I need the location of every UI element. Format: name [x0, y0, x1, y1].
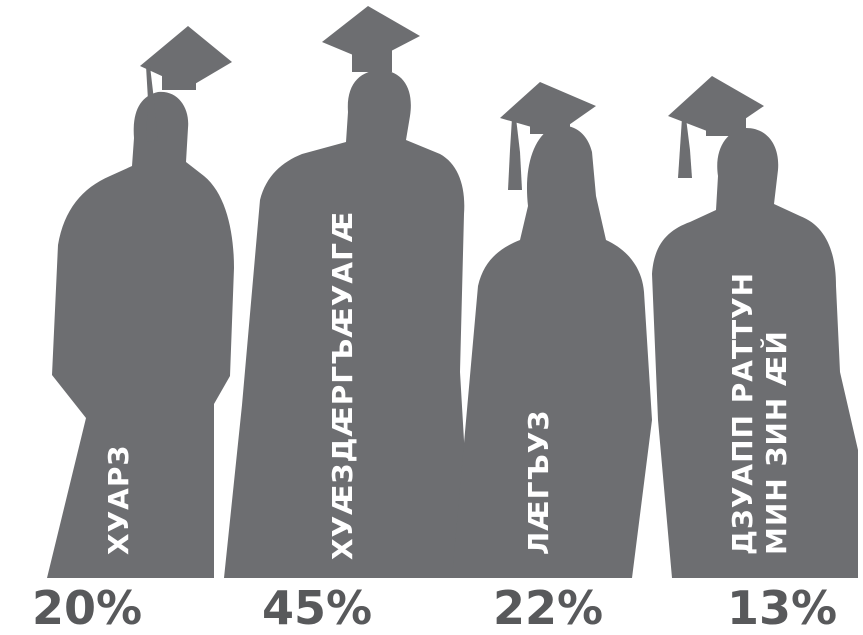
category-label-2: ХУӔЗДӔРГЪӔУАГӔ — [326, 211, 359, 560]
graduate-tassel-3 — [508, 118, 522, 190]
graduate-cap-base-1 — [162, 64, 196, 90]
graduate-cap-2 — [322, 6, 420, 62]
percent-label-2: 45% — [262, 581, 373, 635]
percent-label-3: 22% — [493, 581, 604, 635]
graduate-body-3 — [452, 125, 652, 579]
graduate-body-4 — [652, 128, 858, 578]
graduate-silhouette-2: ХУӔЗДӔРГЪӔУАГӔ — [224, 6, 472, 578]
graduate-tassel-4 — [678, 118, 692, 178]
graduate-body-1 — [47, 91, 234, 579]
category-label-4-line-2: МИН ЗИН ӔЙ — [759, 330, 793, 555]
graduate-cap-base-2 — [352, 40, 392, 72]
graduate-cap-base-4 — [706, 108, 746, 136]
graduate-silhouette-4: ДЗУАПП РАТТУНМИН ЗИН ӔЙ — [652, 76, 858, 578]
category-label-1: ХУАРЗ — [102, 445, 135, 555]
category-label-3: ЛӔГЪУЗ — [522, 410, 555, 555]
graduate-silhouette-3: ЛӔГЪУЗ — [452, 82, 652, 579]
graduate-silhouette-1: ХУАРЗ — [47, 26, 234, 579]
percent-label-4: 13% — [727, 581, 838, 635]
category-label-4-line-1: ДЗУАПП РАТТУН — [726, 272, 759, 555]
graduate-body-2 — [224, 70, 472, 578]
percent-label-1: 20% — [32, 581, 143, 635]
category-label-4: ДЗУАПП РАТТУНМИН ЗИН ӔЙ — [726, 272, 793, 555]
graduate-tassel-1 — [146, 66, 158, 142]
graduate-cap-base-3 — [530, 108, 570, 134]
